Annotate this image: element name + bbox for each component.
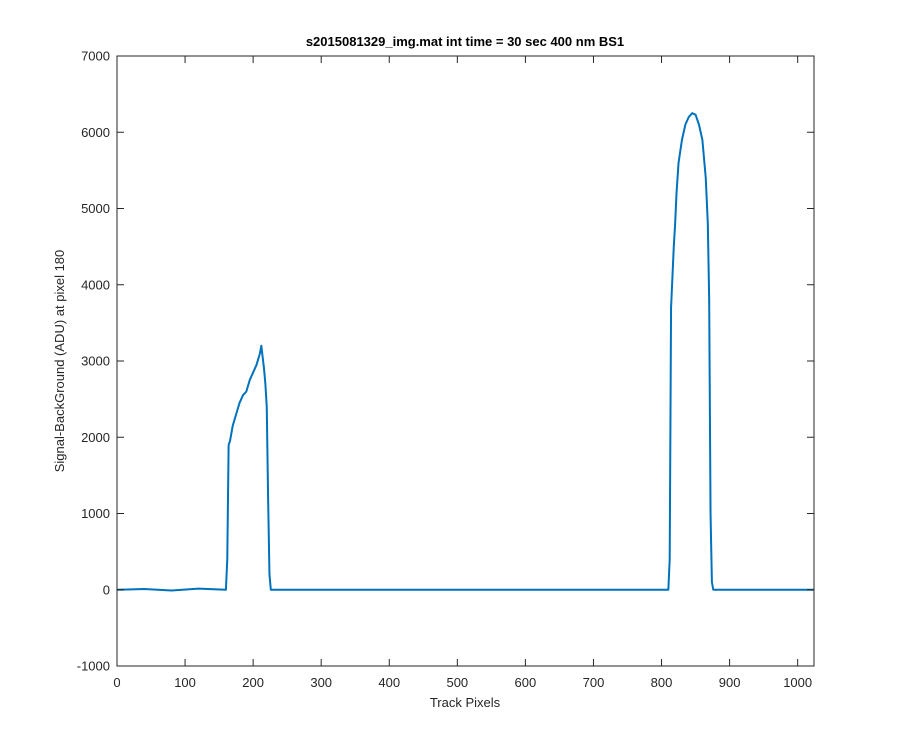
ticks <box>116 55 814 667</box>
plot-area <box>117 56 814 666</box>
y-tick-label: 7000 <box>81 49 110 64</box>
x-tick-label: 0 <box>113 675 120 690</box>
y-tick-label: 5000 <box>81 201 110 216</box>
series-line-0 <box>117 112 814 592</box>
x-tick-label: 900 <box>719 675 741 690</box>
y-tick-label: 6000 <box>81 125 110 140</box>
x-tick-label: 100 <box>174 675 196 690</box>
x-tick-label: 400 <box>378 675 400 690</box>
y-tick-label: 2000 <box>81 430 110 445</box>
x-tick-label: 700 <box>583 675 605 690</box>
tick-labels: 0 100 200 300 400 500 600 700 800 900 1000-1000010… <box>77 49 812 691</box>
x-axis-label: Track Pixels <box>430 695 501 710</box>
x-tick-label: 800 <box>651 675 673 690</box>
x-tick-label: 500 <box>446 675 468 690</box>
y-tick-label: -1000 <box>77 659 110 674</box>
y-tick-label: 1000 <box>81 506 110 521</box>
x-tick-label: 600 <box>515 675 537 690</box>
y-tick-label: 0 <box>103 582 110 597</box>
y-tick-label: 4000 <box>81 277 110 292</box>
x-tick-label: 300 <box>310 675 332 690</box>
x-tick-label: 1000 <box>783 675 812 690</box>
chart-title: s2015081329_img.mat int time = 30 sec 40… <box>306 34 624 49</box>
y-axis-label: Signal-BackGround (ADU) at pixel 180 <box>52 250 67 473</box>
x-tick-label: 200 <box>242 675 264 690</box>
y-tick-label: 3000 <box>81 354 110 369</box>
